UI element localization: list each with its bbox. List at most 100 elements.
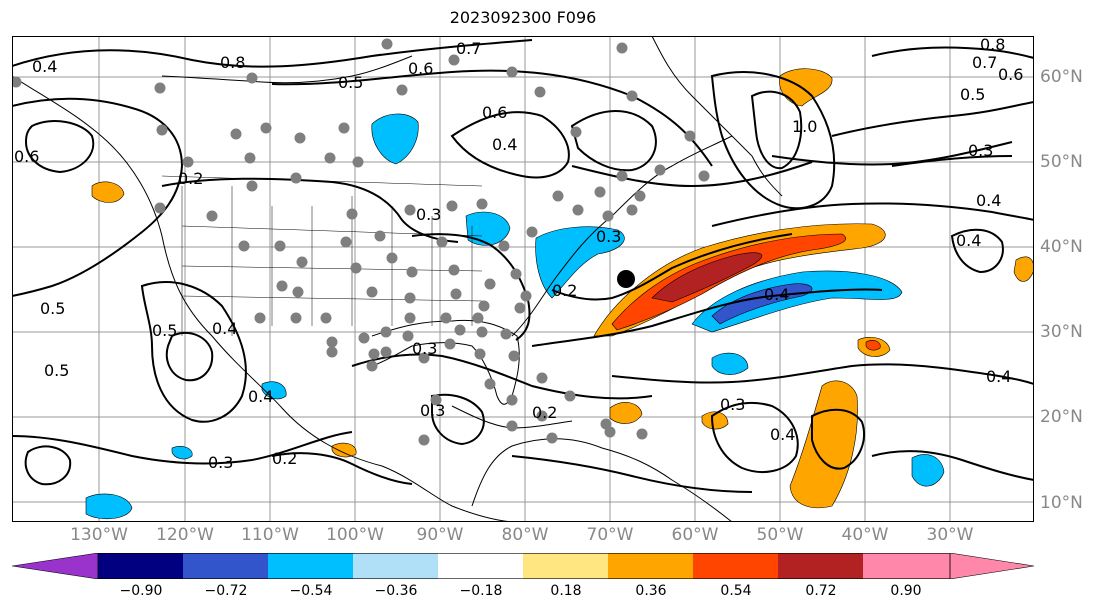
storm-center-marker xyxy=(617,270,635,288)
contour-labels: 0.7 0.8 0.7 0.6 0.6 0.5 0.5 0.4 0.6 0.8 … xyxy=(14,36,1023,472)
state-borders xyxy=(161,175,483,336)
contour-label: 0.8 xyxy=(980,36,1005,54)
colorbar-bin xyxy=(183,553,268,579)
negative-anomaly-pacific-south xyxy=(85,493,133,520)
contour-label: 0.4 xyxy=(212,319,237,338)
colorbar-bin xyxy=(523,553,608,579)
lon-label: 40°W xyxy=(841,525,889,545)
colorbar-tick-label: −0.18 xyxy=(459,583,503,599)
contour-label: 0.2 xyxy=(272,449,297,468)
positive-anomaly-mid-core xyxy=(865,340,881,351)
positive-anomaly-far-east xyxy=(1013,256,1034,282)
colorbar-bin xyxy=(438,553,523,579)
contour-label: 0.8 xyxy=(220,53,245,72)
colorbar-bin xyxy=(693,553,778,579)
lon-label: 130°W xyxy=(70,525,128,545)
colorbar-bin xyxy=(353,553,438,579)
contour-label: 0.4 xyxy=(986,367,1011,386)
colorbar-tick-label: 0.90 xyxy=(890,583,922,599)
contours xyxy=(12,39,1034,493)
lat-label: 60°N xyxy=(1040,67,1083,87)
contour-label: 0.5 xyxy=(40,299,65,318)
contour-label: 0.7 xyxy=(972,53,997,72)
lat-label: 30°N xyxy=(1040,322,1083,342)
positive-anomaly-east xyxy=(789,380,858,509)
contour-label: 1.0 xyxy=(792,117,817,136)
contour-label: 0.6 xyxy=(482,103,507,122)
positive-anomaly-core xyxy=(611,233,847,331)
contour-label: 0.4 xyxy=(32,57,57,76)
negative-anomaly-caribbean xyxy=(711,352,749,375)
contour-label: 0.3 xyxy=(208,453,233,472)
negative-anomaly-band xyxy=(691,270,903,333)
contour-label: 0.3 xyxy=(968,141,993,160)
lat-label: 40°N xyxy=(1040,237,1083,257)
contour-label: 0.3 xyxy=(420,401,445,420)
colorbar-tick-label: 0.72 xyxy=(805,583,837,599)
lat-label: 20°N xyxy=(1040,407,1083,427)
contour-label: 0.5 xyxy=(152,321,177,340)
negative-anomaly-atlantic xyxy=(911,454,945,487)
station-dots xyxy=(12,38,710,446)
colorbar-extend-max xyxy=(949,553,1035,579)
lon-label: 30°W xyxy=(926,525,974,545)
negative-anomaly-lakes xyxy=(465,211,511,246)
contour-label: 0.4 xyxy=(764,285,789,304)
negative-anomaly-coast xyxy=(535,226,625,299)
colorbar-tick-label: 0.18 xyxy=(550,583,582,599)
colorbar-tick-label: −0.72 xyxy=(204,583,248,599)
lon-label: 60°W xyxy=(671,525,719,545)
positive-anomaly-north xyxy=(779,68,833,107)
negative-anomaly-tropics xyxy=(171,446,193,460)
colorbar-extend-min xyxy=(12,553,99,579)
lon-label: 70°W xyxy=(586,525,634,545)
negative-anomaly-canada xyxy=(371,113,419,165)
contour-label: 0.4 xyxy=(770,425,795,444)
contour-label: 0.2 xyxy=(552,281,577,300)
negative-anomaly-ne-pacific xyxy=(261,381,287,400)
contour-label: 0.3 xyxy=(412,339,437,358)
lat-label: 50°N xyxy=(1040,152,1083,172)
positive-anomaly-gulf xyxy=(609,402,643,424)
map-frame xyxy=(12,36,1034,522)
lon-label: 120°W xyxy=(156,525,214,545)
colorbar-bin xyxy=(98,553,183,579)
contour-label: 0.5 xyxy=(960,85,985,104)
contour-label: 0.4 xyxy=(976,191,1001,210)
colorbar-tick-label: −0.90 xyxy=(119,583,163,599)
colorbar-tick-label: 0.54 xyxy=(720,583,752,599)
contour-label: 0.4 xyxy=(492,135,517,154)
colorbar-tick-label: 0.36 xyxy=(635,583,667,599)
lon-label: 100°W xyxy=(326,525,384,545)
colorbar-bin xyxy=(778,553,863,579)
map-plot: 0.7 0.8 0.7 0.6 0.6 0.5 0.5 0.4 0.6 0.8 … xyxy=(12,36,1034,522)
lon-label: 80°W xyxy=(501,525,549,545)
lon-label: 110°W xyxy=(241,525,299,545)
lon-label: 90°W xyxy=(416,525,464,545)
contour-label: 0.5 xyxy=(338,73,363,92)
colorbar xyxy=(12,553,1035,579)
contour-label: 0.7 xyxy=(456,39,481,58)
contour-label: 0.3 xyxy=(720,395,745,414)
contour-label: 0.2 xyxy=(532,403,557,422)
positive-anomaly-pacific xyxy=(91,181,125,203)
contour-label: 0.6 xyxy=(998,65,1023,84)
contour-label: 0.6 xyxy=(408,59,433,78)
colorbar-tick-label: −0.54 xyxy=(289,583,333,599)
contour-label: 0.4 xyxy=(956,231,981,250)
colorbar-bin xyxy=(863,553,950,579)
positive-anomaly-sw xyxy=(331,442,357,458)
colorbar-bin xyxy=(268,553,353,579)
map-title: 2023092300 F096 xyxy=(449,8,597,27)
positive-anomaly-max xyxy=(651,252,762,303)
lat-label: 10°N xyxy=(1040,493,1083,513)
positive-anomaly-se xyxy=(701,411,729,430)
contour-label: 0.6 xyxy=(14,147,39,166)
lon-label: 50°W xyxy=(756,525,804,545)
colorbar-bin xyxy=(608,553,693,579)
contour-label: 0.4 xyxy=(248,387,273,406)
contour-label: 0.2 xyxy=(178,169,203,188)
contour-label: 0.5 xyxy=(44,361,69,380)
contour-label: 0.3 xyxy=(416,205,441,224)
colorbar-tick-label: −0.36 xyxy=(374,583,418,599)
